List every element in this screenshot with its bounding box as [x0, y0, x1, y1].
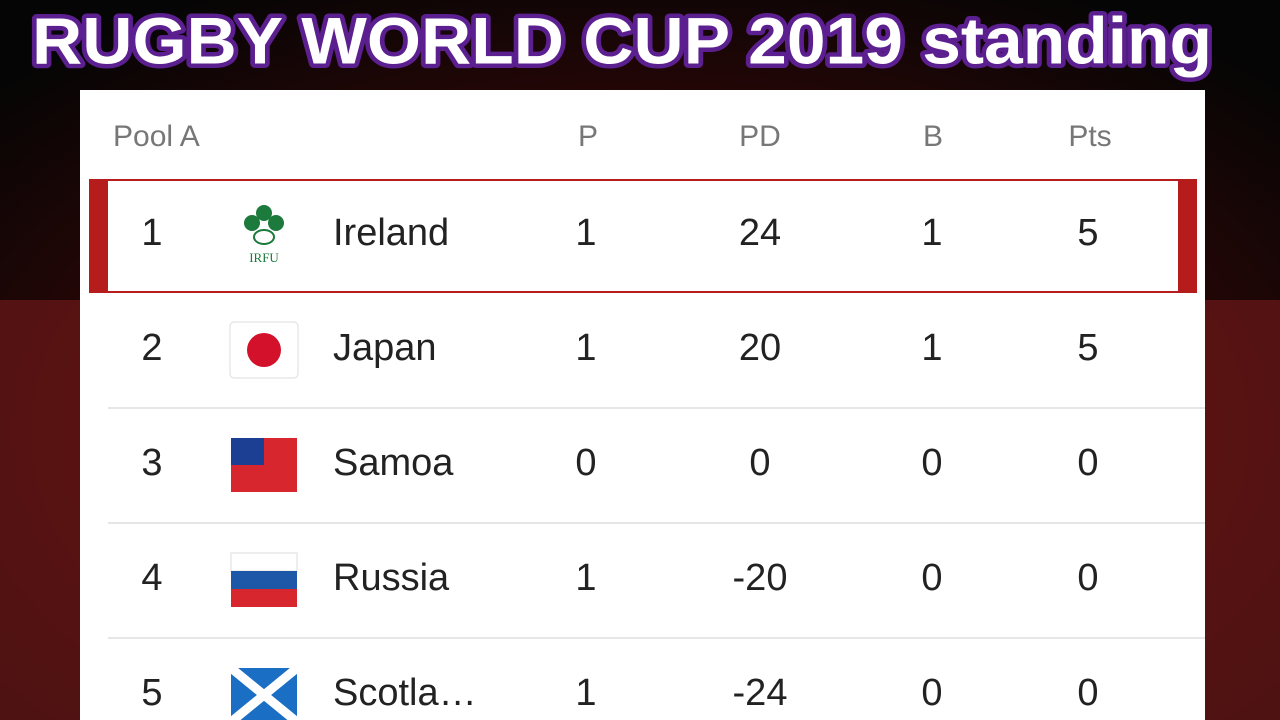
points: 0	[1077, 557, 1098, 599]
bonus: 0	[921, 557, 942, 599]
played: 1	[575, 327, 596, 369]
points: 0	[1077, 672, 1098, 714]
rank: 5	[141, 672, 162, 714]
flag-russia-red	[231, 589, 297, 607]
points-difference: -20	[733, 557, 788, 599]
team-name: Japan	[333, 327, 437, 369]
rank: 4	[141, 557, 162, 599]
logo-leaf	[256, 205, 272, 221]
column-header: PD	[739, 120, 781, 153]
logo-leaf	[244, 215, 260, 231]
bonus: 0	[921, 442, 942, 484]
team-name: Ireland	[333, 212, 449, 254]
background-stand	[1205, 300, 1280, 720]
points: 5	[1077, 212, 1098, 254]
standings-table: Pool A P PD B Pts 1 IRFU Ireland 1 24 1 5 2 Japan 1 20 1…	[89, 120, 1205, 720]
logo-text: IRFU	[249, 250, 279, 265]
team-name: Russia	[333, 557, 450, 599]
rank: 2	[141, 327, 162, 369]
points: 0	[1077, 442, 1098, 484]
flag-russia-blue	[231, 571, 297, 589]
title: RUGBY WORLD CUP 2019 standing	[32, 3, 1212, 77]
column-header: B	[923, 120, 943, 153]
background-stand	[0, 300, 80, 720]
logo-ball	[253, 229, 275, 245]
bonus: 1	[921, 327, 942, 369]
bonus: 0	[921, 672, 942, 714]
played: 1	[575, 557, 596, 599]
points-difference: 20	[739, 327, 781, 369]
team-logo: IRFU	[244, 205, 284, 265]
points: 5	[1077, 327, 1098, 369]
highlight-bar	[90, 180, 108, 292]
rank: 3	[141, 442, 162, 484]
team-name: Samoa	[333, 442, 454, 484]
flag-scotland-cross	[228, 664, 300, 720]
flag-russia-white	[230, 552, 298, 572]
points-difference: -24	[733, 672, 788, 714]
column-header: Pts	[1068, 120, 1111, 153]
flag-samoa-canton	[231, 438, 264, 465]
team-name: Scotla…	[333, 672, 477, 714]
played: 0	[575, 442, 596, 484]
points-difference: 24	[739, 212, 781, 254]
column-header: Pool A	[113, 120, 200, 153]
flag-japan-sun	[247, 333, 281, 367]
played: 1	[575, 212, 596, 254]
played: 1	[575, 672, 596, 714]
points-difference: 0	[749, 442, 770, 484]
logo-leaf	[268, 215, 284, 231]
column-header: P	[578, 120, 598, 153]
bonus: 1	[921, 212, 942, 254]
rank: 1	[141, 212, 162, 254]
highlight-bar	[1178, 180, 1196, 292]
